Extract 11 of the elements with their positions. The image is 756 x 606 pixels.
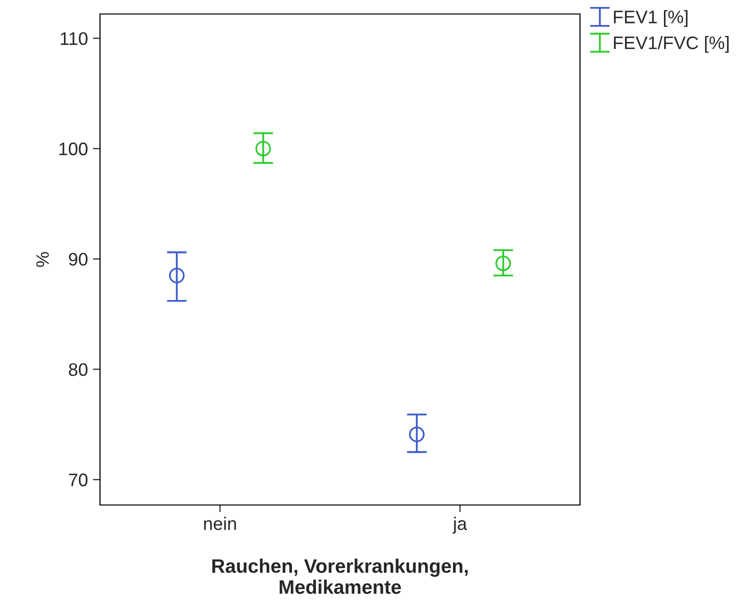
legend-label: FEV1 [%] (614, 10, 688, 27)
y-tick-label: 100 (59, 142, 88, 156)
y-tick-label: 70 (69, 474, 88, 486)
y-axis-title: % (36, 252, 49, 267)
x-axis-title: Rauchen, Vorerkrankungen, Medikamente (212, 558, 468, 594)
x-tick-label: ja (452, 516, 468, 534)
legend-label: FEV1/FVC [%] (614, 36, 729, 53)
y-tick-label: 110 (60, 32, 88, 45)
x-tick-label: nein (204, 516, 236, 530)
y-tick-label: 80 (68, 363, 88, 376)
y-tick-label: 90 (68, 252, 88, 266)
